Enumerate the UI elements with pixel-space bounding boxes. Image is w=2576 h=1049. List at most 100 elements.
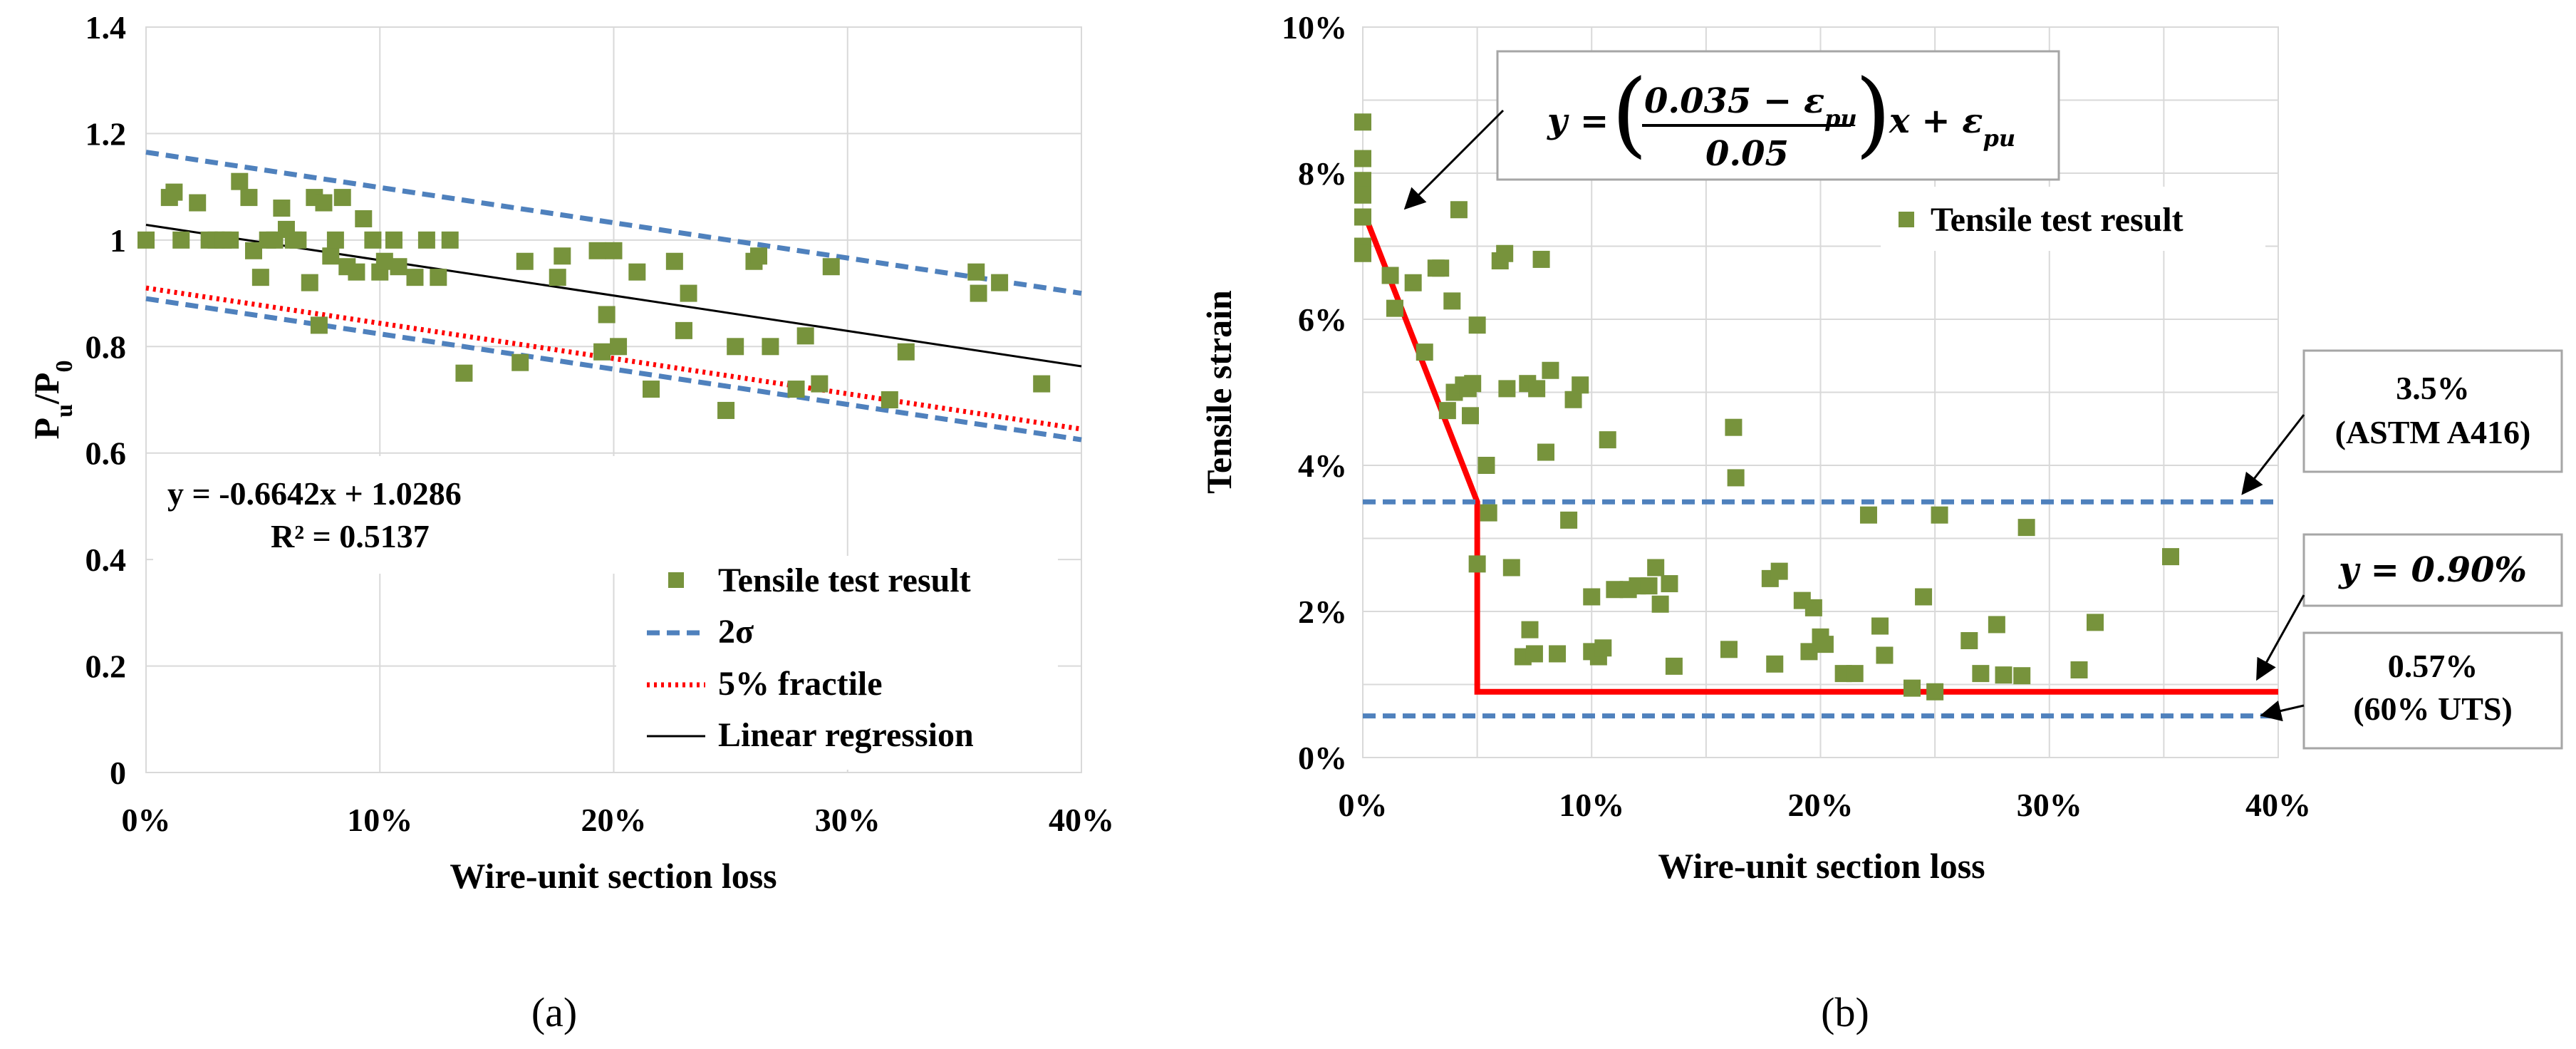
chart-b-legend: Tensile test result (1881, 187, 2265, 251)
chart-a-data-point (406, 269, 424, 286)
chart-a-data-point (727, 338, 744, 356)
chart-a-y-tick-label: 0.8 (85, 329, 127, 365)
chart-b-equation-equals: = (1580, 101, 1609, 141)
chart-a-data-point (549, 269, 566, 286)
chart-b-astm-callout: 3.5% (ASTM A416) (2241, 349, 2563, 495)
chart-a-data-point (675, 321, 692, 339)
chart-b-x-tick-label: 30% (2017, 787, 2082, 823)
chart-b-090-box (2302, 533, 2563, 607)
chart-b-data-point (1846, 665, 1864, 683)
chart-a-data-point (897, 343, 915, 361)
chart-a-data-point (511, 353, 529, 371)
chart-b-data-point (1960, 632, 1978, 649)
chart-b-data-point (1594, 639, 1612, 657)
chart-b-data-point (1995, 666, 2012, 684)
chart-b-data-point (1416, 343, 1433, 361)
chart-b-data-point (1480, 504, 1497, 522)
chart-b-data-point (1496, 244, 1514, 262)
chart-b-data-point (1549, 645, 1567, 663)
chart-b-data-point (1859, 506, 1877, 524)
chart-b-legend-label-points: Tensile test result (1931, 201, 2183, 239)
chart-a-data-point (516, 252, 534, 270)
chart-b-data-point (1661, 575, 1678, 593)
chart-b-data-point (1560, 511, 1578, 529)
chart-b-equation-rparen: ) (1855, 59, 1891, 167)
chart-b-astm-box (2302, 349, 2563, 473)
chart-b-090-arrow (2256, 594, 2305, 681)
chart-b-equation-arrow (1403, 109, 1505, 210)
chart-b-data-point (1464, 375, 1482, 393)
chart-b-data-point (1525, 645, 1543, 663)
chart-b-legend-box (1881, 187, 2265, 251)
chart-b-data-point (2013, 667, 2031, 685)
chart-b-data-point (1915, 588, 1933, 606)
chart-b-equation-y: y (1547, 101, 1569, 141)
chart-a-data-point (251, 269, 269, 286)
chart-a-r-squared: R² = 0.5137 (271, 518, 430, 554)
chart-b-data-point (1443, 292, 1461, 310)
chart-b-data-point (1502, 559, 1520, 577)
chart-a-data-point (881, 391, 898, 408)
chart-b-data-point (1876, 646, 1894, 664)
chart-b-equation-tail: x + εpu (1889, 101, 2015, 152)
chart-b-data-point (1871, 617, 1889, 635)
chart-b-data-point (1477, 457, 1495, 474)
chart-a-data-point (811, 375, 829, 393)
chart-b-legend-marker-points (1899, 212, 1914, 227)
chart-b: 0% 2% 4% 6% 8% 10% 0% 10% 20% 30% 40% Tensile tes… (1199, 9, 2563, 1035)
chart-a-data-point (222, 231, 239, 249)
chart-a-data-point (593, 343, 611, 361)
chart-a-data-points (137, 172, 1051, 419)
chart-b-equation-lparen: ( (1611, 59, 1648, 167)
chart-b-y-tick-label: 0% (1298, 740, 1347, 776)
chart-a-x-tick-labels: 0% 10% 20% 30% 40% (122, 802, 1115, 838)
chart-a-x-tick-label: 30% (815, 802, 881, 838)
chart-a-x-tick-label: 10% (347, 802, 412, 838)
chart-b-data-point (1528, 380, 1546, 398)
chart-b-data-point (1972, 665, 1990, 683)
chart-a-data-point (717, 401, 735, 419)
chart-b-057-box (2302, 631, 2563, 750)
chart-b-data-point (1766, 655, 1784, 673)
chart-b-x-tick-label: 0% (1339, 787, 1388, 823)
chart-a-data-point (172, 231, 190, 249)
chart-a-line-5pct-fractile (145, 285, 1082, 432)
chart-a-data-point (554, 247, 571, 265)
chart-b-data-point (1438, 402, 1456, 420)
chart-b-data-point (1537, 443, 1554, 461)
chart-a-data-point (598, 306, 616, 324)
chart-b-057-arrow (2260, 700, 2305, 722)
chart-b-data-point (1450, 201, 1468, 219)
chart-b-equation-numerator: 0.035 − εpu (1644, 81, 1857, 132)
chart-b-astm-label: (ASTM A416) (2335, 414, 2531, 450)
chart-a-data-point (322, 247, 340, 265)
chart-a-legend-box (616, 556, 1058, 770)
chart-a-data-point (665, 252, 683, 270)
chart-b-y-tick-label: 2% (1298, 594, 1347, 630)
chart-b-y-axis-title: Tensile strain (1199, 290, 1239, 494)
chart-a-data-point (364, 231, 382, 249)
chart-b-data-points (1354, 113, 2180, 701)
chart-b-data-point (1521, 621, 1539, 639)
chart-b-090-callout: y = 0.90% (2256, 533, 2563, 681)
chart-a-line-2sigma-lower (145, 296, 1082, 443)
chart-a-legend-marker-points (668, 572, 684, 588)
chart-b-data-point (1532, 250, 1550, 268)
chart-a-data-point (762, 338, 779, 356)
chart-b-data-point (2017, 519, 2035, 537)
chart-b-data-point (1354, 244, 1371, 262)
chart-b-x-tick-label: 40% (2245, 787, 2311, 823)
chart-a-line-2sigma-upper (145, 150, 1082, 296)
chart-a-y-axis-title: Pu/P0 (26, 361, 78, 440)
chart-a-data-point (390, 258, 407, 276)
chart-b-x-tick-label: 20% (1788, 787, 1854, 823)
chart-a-data-point (750, 247, 768, 265)
chart-a-panel-label: (a) (531, 989, 577, 1035)
chart-a-data-point (991, 274, 1009, 291)
chart-a-data-point (137, 231, 155, 249)
chart-a-equation: y = -0.6642x + 1.0286 (167, 475, 462, 512)
chart-b-data-point (1800, 643, 1818, 661)
chart-b-equation-callout: y = ( 0.035 − εpu 0.05 ) x + εpu (1403, 50, 2060, 210)
chart-a-data-point (430, 269, 447, 286)
chart-a-data-point (348, 263, 365, 281)
